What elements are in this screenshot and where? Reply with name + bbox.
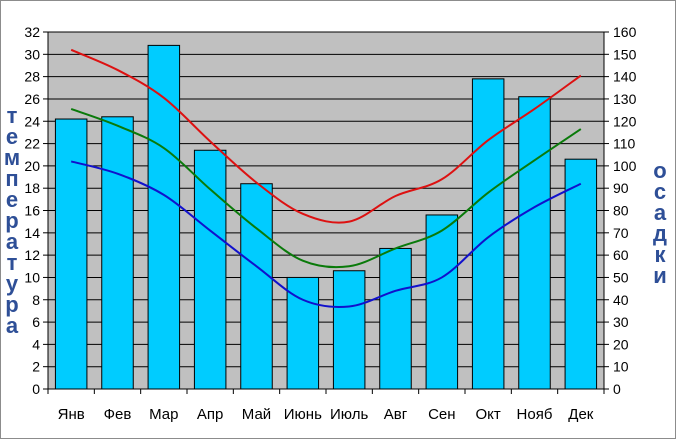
y-left-tick-label: 0 — [32, 381, 40, 397]
y-left-tick-label: 28 — [24, 69, 40, 85]
x-tick-label: Апр — [197, 406, 223, 423]
precipitation-bar — [54, 118, 88, 390]
y-left-tick-label: 10 — [24, 269, 40, 285]
x-tick-label: Май — [242, 406, 271, 423]
y-left-tick-label: 20 — [24, 158, 40, 174]
y-right-tick-label: 10 — [613, 359, 629, 375]
y-right-tick-label: 70 — [613, 225, 629, 241]
temperature-line-green — [70, 108, 582, 269]
y-right-tick-label: 50 — [613, 269, 629, 285]
y-left-tick-label: 18 — [24, 180, 40, 196]
precipitation-bar — [379, 247, 412, 390]
precipitation-bar — [193, 149, 227, 390]
y-right-tick-label: 30 — [613, 314, 629, 330]
y-right-tick-label: 90 — [613, 180, 629, 196]
y-right-tick-label: 150 — [613, 46, 637, 62]
temperature-line-red — [70, 48, 582, 224]
x-tick-label: Июнь — [284, 406, 322, 423]
x-tick-label: Авг — [384, 406, 408, 423]
y-right-tick-label: 110 — [613, 136, 636, 152]
y-right-tick-label: 60 — [613, 247, 629, 263]
y-left-tick-label: 24 — [24, 113, 40, 129]
y-right-tick-label: 130 — [613, 91, 637, 107]
y-right-tick-label: 120 — [613, 113, 637, 129]
precipitation-bar — [425, 214, 459, 390]
y-right-tick-label: 80 — [613, 203, 629, 219]
y-left-tick-label: 2 — [32, 359, 40, 375]
y-left-tick-label: 32 — [24, 24, 40, 40]
y-right-tick-label: 0 — [613, 381, 621, 397]
x-tick-label: Сен — [428, 406, 455, 423]
y-left-tick-label: 30 — [24, 46, 40, 62]
y-right-tick-label: 160 — [613, 24, 637, 40]
precipitation-bar — [471, 78, 505, 390]
y-right-tick-label: 100 — [613, 158, 637, 174]
x-tick-label: Дек — [568, 406, 594, 423]
x-tick-label: Мар — [149, 406, 178, 423]
y-left-tick-label: 16 — [24, 203, 40, 219]
precipitation-bar — [101, 116, 134, 390]
y-right-tick-label: 20 — [613, 336, 629, 352]
y-left-tick-label: 4 — [32, 336, 40, 352]
x-tick-label: Янв — [58, 406, 85, 423]
x-tick-label: Нояб — [517, 406, 553, 423]
y-left-tick-label: 14 — [24, 225, 40, 241]
y-left-tick-label: 12 — [24, 247, 40, 263]
y-left-tick-label: 22 — [24, 136, 40, 152]
y-axis-right-label: осадки — [653, 158, 667, 288]
precipitation-bar — [147, 44, 181, 390]
precipitation-bar — [564, 158, 598, 390]
x-tick-label: Июль — [330, 406, 368, 423]
precipitation-bar — [332, 270, 366, 390]
y-left-tick-label: 6 — [32, 314, 40, 330]
y-left-tick-label: 26 — [24, 91, 40, 107]
precipitation-bar — [286, 276, 320, 390]
temperature-line-blue — [70, 160, 582, 308]
y-right-tick-label: 40 — [613, 292, 629, 308]
x-tick-label: Фев — [104, 406, 132, 423]
precipitation-bar — [518, 96, 551, 390]
y-left-tick-label: 8 — [32, 292, 40, 308]
x-tick-label: Окт — [476, 406, 501, 423]
y-right-tick-label: 140 — [613, 69, 637, 85]
precipitation-bar — [240, 183, 273, 390]
y-axis-left-label: температура — [3, 103, 21, 338]
